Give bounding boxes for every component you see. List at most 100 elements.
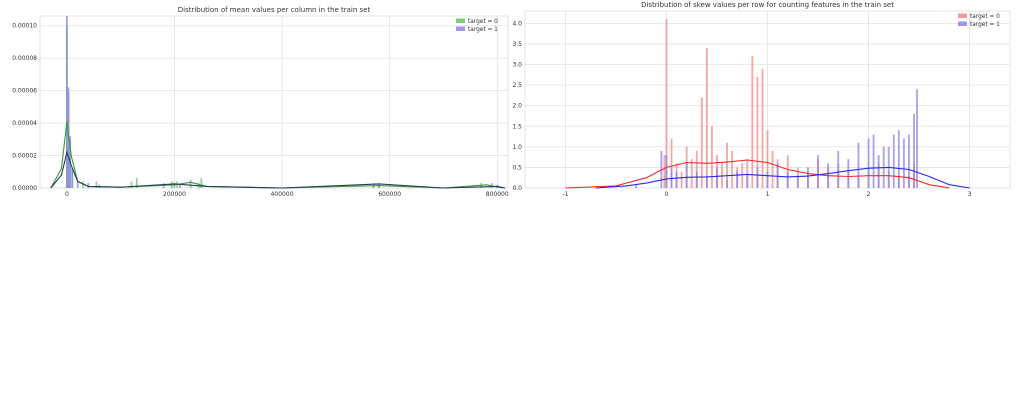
histogram-bar <box>189 179 192 188</box>
y-tick-label: 0.00008 <box>12 55 37 62</box>
x-tick-label: 0 <box>665 191 669 198</box>
chart-mean-per-row: Distribution of mean values per row for … <box>0 202 512 403</box>
y-tick-label: 0.00010 <box>12 23 37 30</box>
legend-label: target = 0 <box>468 19 498 25</box>
y-tick-label: 3.5 <box>512 41 522 48</box>
kde-line <box>595 166 970 189</box>
histogram-bar <box>817 155 819 188</box>
histogram-bar <box>710 126 713 188</box>
histogram-bar <box>377 184 380 188</box>
histogram-bar <box>897 130 900 188</box>
histogram-bar <box>71 168 74 188</box>
histogram-bar <box>731 150 734 188</box>
legend-swatch <box>958 21 967 26</box>
y-tick-label: 0.00002 <box>12 153 37 160</box>
chart-title: Distribution of skew values per row for … <box>641 1 894 9</box>
chart-mean-per-column: Distribution of mean values per column i… <box>12 6 509 198</box>
histogram-bar <box>908 134 910 188</box>
histogram-bar <box>756 76 759 188</box>
histogram-bar <box>776 163 779 188</box>
y-tick-label: 0.00004 <box>12 120 37 127</box>
histogram-bar <box>82 181 84 188</box>
histogram-bar <box>76 181 79 188</box>
x-tick-label: 200000 <box>163 191 186 198</box>
x-tick-label: 0 <box>65 191 69 198</box>
histogram-bar <box>746 175 749 188</box>
histogram-bar <box>665 19 668 188</box>
legend-swatch <box>456 18 465 23</box>
histogram-bar <box>872 134 875 188</box>
histogram-bar <box>877 155 880 188</box>
histogram-bar <box>705 48 708 189</box>
y-tick-label: 0.00006 <box>12 88 37 95</box>
histogram-bar <box>766 130 769 188</box>
histogram-bar <box>200 178 203 188</box>
x-tick-label: 2 <box>867 191 871 198</box>
histogram-bar <box>756 167 759 188</box>
histogram-bar <box>837 150 840 188</box>
histogram-bar <box>736 171 739 188</box>
histogram-bar <box>95 181 98 188</box>
y-tick-label: 0.00000 <box>12 185 37 192</box>
histogram-bar <box>741 163 744 188</box>
kde-line <box>50 121 503 189</box>
histogram-bar <box>857 142 860 188</box>
x-tick-label: 600000 <box>378 191 401 198</box>
histogram-bar <box>916 89 918 188</box>
plot-area <box>39 15 509 189</box>
histogram-bar <box>902 138 905 188</box>
histogram-bar <box>705 175 708 188</box>
legend-label: target = 0 <box>970 14 1000 20</box>
x-tick-label: 3 <box>968 191 972 198</box>
histogram-bar <box>726 179 729 188</box>
y-tick-label: 0.5 <box>512 164 522 171</box>
legend-swatch <box>456 26 465 31</box>
histogram-bar <box>665 155 668 188</box>
chart-skew-per-row: Distribution of skew values per row for … <box>512 1 1011 198</box>
histogram-bar <box>663 155 666 188</box>
histogram-bar <box>685 163 688 188</box>
y-tick-label: 3.0 <box>512 62 522 69</box>
histogram-bar <box>690 159 693 188</box>
histogram-bar <box>700 97 703 188</box>
histogram-bar <box>130 181 133 188</box>
kde-line <box>50 150 506 189</box>
histogram-bar <box>771 150 774 188</box>
histogram-bar <box>178 184 181 188</box>
legend-label: target = 1 <box>970 22 1000 28</box>
y-tick-label: 2.0 <box>512 103 522 110</box>
legend-swatch <box>958 13 967 18</box>
x-tick-label: -1 <box>562 191 568 198</box>
histogram-bar <box>680 171 683 188</box>
histogram-bar <box>716 167 718 188</box>
histogram-bar <box>786 171 789 188</box>
histogram-bar <box>87 183 90 188</box>
legend-label: target = 1 <box>468 27 498 33</box>
y-tick-label: 0.0 <box>512 185 522 192</box>
histogram-bar <box>670 167 673 188</box>
histogram-bar <box>751 56 754 188</box>
histogram-bar <box>173 183 176 188</box>
histogram-bar <box>847 159 850 188</box>
histogram-bar <box>761 68 764 188</box>
histogram-bar <box>867 138 870 188</box>
y-tick-label: 2.5 <box>512 82 522 89</box>
histogram-bar <box>726 142 729 188</box>
kde-line <box>565 159 950 189</box>
histogram-bar <box>65 16 68 188</box>
x-tick-label: 1 <box>766 191 770 198</box>
y-tick-label: 1.0 <box>512 144 522 151</box>
histogram-bar <box>695 171 698 188</box>
histogram-bar <box>913 113 915 188</box>
histogram-bar <box>746 159 749 188</box>
x-tick-label: 800000 <box>486 191 509 198</box>
x-tick-label: 400000 <box>271 191 294 198</box>
histogram-bar <box>766 171 769 188</box>
histogram-bar <box>675 171 678 188</box>
histogram-bar <box>135 178 138 188</box>
y-tick-label: 4.0 <box>512 20 522 27</box>
histogram-bar <box>892 134 895 188</box>
chart-title: Distribution of mean values per column i… <box>178 6 371 14</box>
histogram-bar <box>796 175 799 188</box>
y-tick-label: 1.5 <box>512 123 522 130</box>
